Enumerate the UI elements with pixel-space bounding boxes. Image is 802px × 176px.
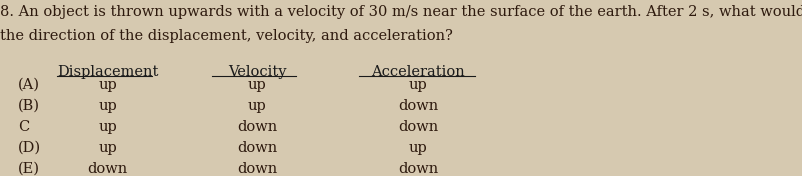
Text: up: up [247,99,266,113]
Text: (B): (B) [18,99,40,113]
Text: (E): (E) [18,162,40,176]
Text: down: down [237,141,277,155]
Text: C: C [18,120,29,134]
Text: up: up [247,78,266,92]
Text: up: up [408,78,427,92]
Text: the direction of the displacement, velocity, and acceleration?: the direction of the displacement, veloc… [0,29,452,43]
Text: down: down [87,162,128,176]
Text: (A): (A) [18,78,40,92]
Text: 8. An object is thrown upwards with a velocity of 30 m/s near the surface of the: 8. An object is thrown upwards with a ve… [0,5,802,19]
Text: down: down [237,120,277,134]
Text: down: down [237,162,277,176]
Text: down: down [398,120,438,134]
Text: down: down [398,99,438,113]
Text: Acceleration: Acceleration [371,65,464,79]
Text: up: up [98,99,117,113]
Text: up: up [98,141,117,155]
Text: (D): (D) [18,141,41,155]
Text: up: up [408,141,427,155]
Text: up: up [98,78,117,92]
Text: Displacement: Displacement [57,65,158,79]
Text: up: up [98,120,117,134]
Text: down: down [398,162,438,176]
Text: Velocity: Velocity [228,65,286,79]
